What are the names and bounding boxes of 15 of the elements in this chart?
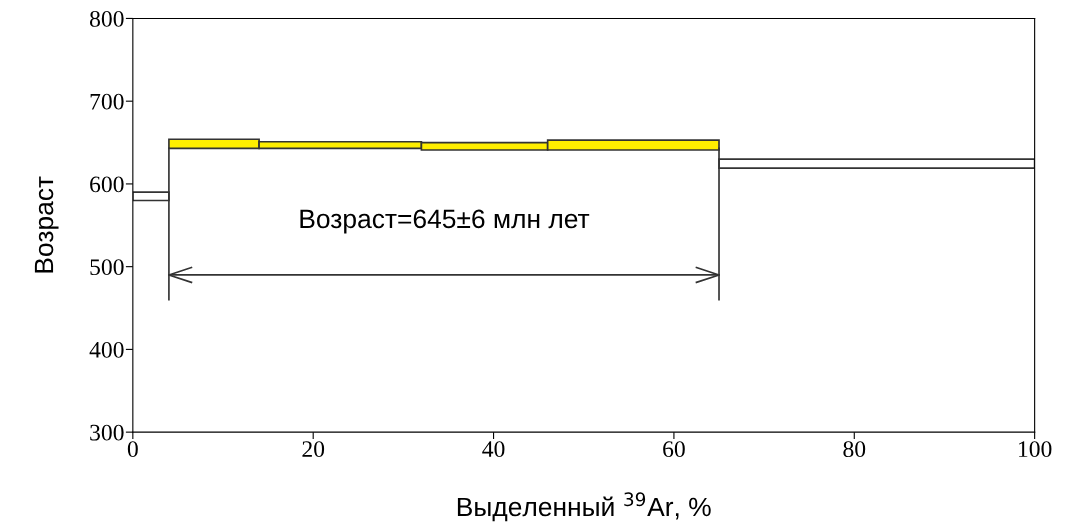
y-axis-title: Возраст xyxy=(34,176,59,273)
annotation: Возраст=645±6 млн лет xyxy=(300,209,590,234)
y-tick-label: 300 xyxy=(90,424,124,441)
x-tick-label: 80 xyxy=(843,441,866,458)
y-tick-label: 800 xyxy=(89,10,124,27)
x-tick-label: 0 xyxy=(127,441,138,458)
y-tick-label: 400 xyxy=(89,341,124,358)
x-tick-label: 60 xyxy=(663,441,685,458)
x-tick-label: 20 xyxy=(302,441,325,458)
x-axis-title: Выделенный $^{39}$Ar, % xyxy=(457,492,711,522)
x-tick-label: 40 xyxy=(482,441,505,458)
x-tick-label: 100 xyxy=(1019,441,1052,458)
y-tick-label: 500 xyxy=(90,259,124,276)
y-tick-label: 700 xyxy=(90,93,124,110)
y-tick-label: 600 xyxy=(90,176,124,193)
